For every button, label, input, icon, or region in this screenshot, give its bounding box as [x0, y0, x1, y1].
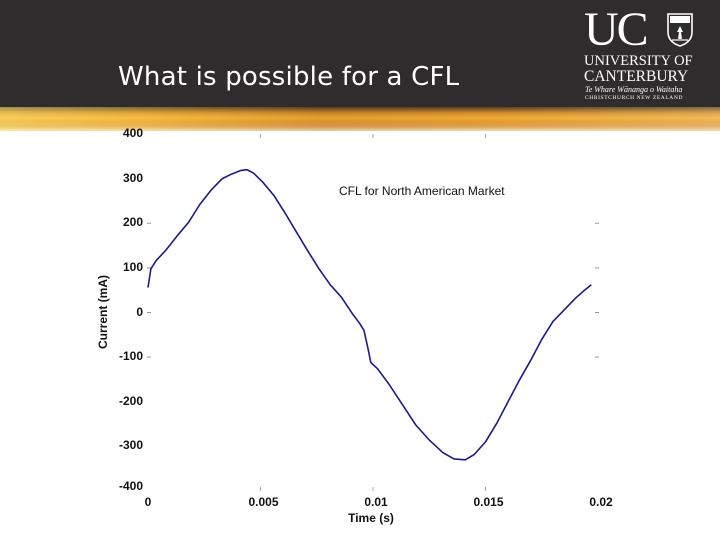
y-tick-label: -400: [118, 479, 143, 493]
y-tick-label: 0: [136, 304, 143, 319]
slide-header: [0, 0, 720, 108]
logo-mark: UC: [584, 3, 649, 56]
slide-title: What is possible for a CFL: [118, 62, 460, 92]
y-tick-label: -200: [118, 393, 143, 408]
decorative-band-overlay: [0, 107, 720, 131]
university-logo: UC UNIVERSITY OF CANTERBURY Te Whare Wān…: [584, 3, 700, 101]
y-tick-label: -100: [118, 349, 143, 364]
y-tick-label: 400: [122, 126, 143, 140]
y-tick-label: 200: [122, 215, 143, 230]
x-tick-label: 0.02: [589, 495, 613, 509]
chart-annotation: CFL for North American Market: [339, 184, 505, 198]
y-axis-label: Current (mA): [96, 275, 110, 349]
x-tick-label: 0.005: [248, 495, 279, 509]
y-tick-label: 300: [122, 170, 143, 185]
x-tick-label: 0: [144, 495, 152, 509]
x-axis-label: Time (s): [348, 511, 394, 525]
x-tick-label: 0.01: [364, 495, 388, 509]
current-waveform-line: [147, 168, 592, 461]
logo-line-maori-name: Te Whare Wānanga o Waitaha: [585, 85, 683, 94]
logo-line-university-of: UNIVERSITY OF: [584, 53, 693, 69]
x-tick-label: 0.015: [473, 495, 504, 509]
y-tick-label: -300: [118, 438, 143, 453]
logo-line-location: CHRISTCHURCH NEW ZEALAND: [585, 95, 684, 101]
y-tick-label: 100: [122, 259, 143, 274]
shield-crest-icon: [667, 13, 693, 47]
logo-line-canterbury: CANTERBURY: [584, 68, 689, 85]
